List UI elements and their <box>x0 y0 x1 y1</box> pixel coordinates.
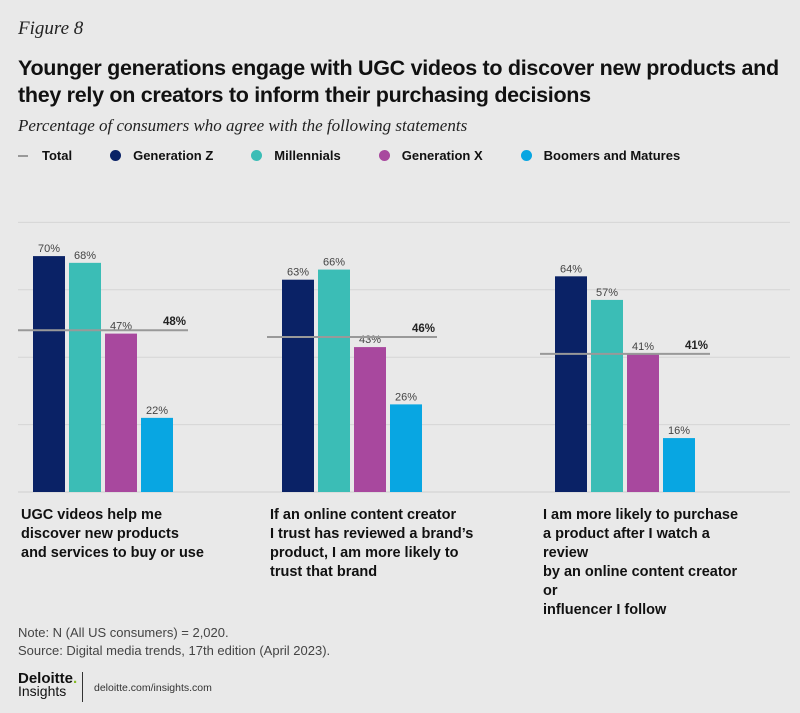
category-label-line: by an online content creator or <box>543 564 738 599</box>
footnote: Note: N (All US consumers) = 2,020. Sour… <box>18 624 330 660</box>
bar-value-label: 66% <box>323 257 345 269</box>
deloitte-logo: Deloitte. Insights <box>18 670 78 699</box>
category-label-line: discover new products <box>21 526 179 542</box>
category-label-line: product, I am more likely to <box>270 545 459 561</box>
category-label-line: trust that brand <box>270 564 378 580</box>
category-label-line: a product after I watch a review <box>543 526 710 561</box>
bar <box>354 347 386 492</box>
url-link[interactable]: deloitte.com/insights.com <box>94 682 212 694</box>
bar-value-label: 16% <box>668 425 690 437</box>
total-value-label: 46% <box>412 323 435 335</box>
chart-title: Younger generations engage with UGC vide… <box>18 56 779 107</box>
category-label: UGC videos help me discover new products a… <box>21 506 231 563</box>
bar-value-label: 43% <box>359 334 381 346</box>
bar-value-label: 68% <box>74 250 96 262</box>
legend-label: Generation Z <box>133 148 214 163</box>
dot-icon <box>251 150 263 161</box>
bar <box>591 299 623 492</box>
bar <box>627 353 659 492</box>
bar-value-label: 41% <box>632 341 654 353</box>
legend-label: Generation X <box>401 148 483 163</box>
bar-value-label: 22% <box>146 405 168 417</box>
logo-sub: Insights <box>18 683 67 699</box>
bar-value-label: 70% <box>38 243 60 255</box>
bar <box>390 404 422 492</box>
bar-value-label: 57% <box>596 287 618 299</box>
legend-item-millennials: Millennials <box>251 148 341 163</box>
category-label-line: I am more likely to purchase <box>543 507 739 523</box>
bar-value-label: 64% <box>560 263 582 275</box>
note-text: Note: N (All US consumers) = 2,020. <box>18 625 229 640</box>
legend-item-genx: Generation X <box>378 148 483 163</box>
category-label: I am more likely to purchase a product af… <box>543 506 753 620</box>
logo-brand: Deloitte <box>18 670 74 687</box>
category-label-line: If an online content creator <box>270 507 457 523</box>
category-label-line: and services to buy or use <box>21 545 204 561</box>
bar <box>663 438 695 492</box>
bar <box>141 417 173 492</box>
legend-item-total: Total <box>18 148 72 163</box>
bar <box>282 279 314 492</box>
bar <box>33 256 65 492</box>
bar <box>69 262 101 492</box>
total-value-label: 48% <box>163 316 186 328</box>
divider <box>82 672 83 702</box>
source-text: Source: Digital media trends, 17th editi… <box>18 643 331 658</box>
bar <box>555 276 587 492</box>
bar <box>318 269 350 492</box>
bar-value-label: 63% <box>287 267 309 279</box>
dot-icon <box>378 150 390 161</box>
dot-icon <box>110 150 122 161</box>
bar-value-label: 26% <box>395 391 417 403</box>
category-label: If an online content creator I trust has … <box>270 506 480 582</box>
legend: Total Generation Z Millennials Generatio… <box>18 148 718 163</box>
category-label-line: I trust has reviewed a brand’s <box>270 526 474 542</box>
legend-item-boomers: Boomers and Matures <box>520 148 681 163</box>
category-label-line: UGC videos help me <box>21 507 163 523</box>
chart-subtitle: Percentage of consumers who agree with t… <box>18 116 468 135</box>
legend-label: Boomers and Matures <box>543 148 681 163</box>
legend-label: Millennials <box>274 148 341 163</box>
legend-item-genz: Generation Z <box>110 148 213 163</box>
figure-label: Figure 8 <box>18 18 84 39</box>
legend-label: Total <box>42 148 73 163</box>
bar <box>105 333 137 492</box>
dot-icon <box>520 150 532 161</box>
total-line-icon <box>18 154 28 157</box>
total-value-label: 41% <box>685 340 708 352</box>
category-label-line: influencer I follow <box>543 602 667 618</box>
